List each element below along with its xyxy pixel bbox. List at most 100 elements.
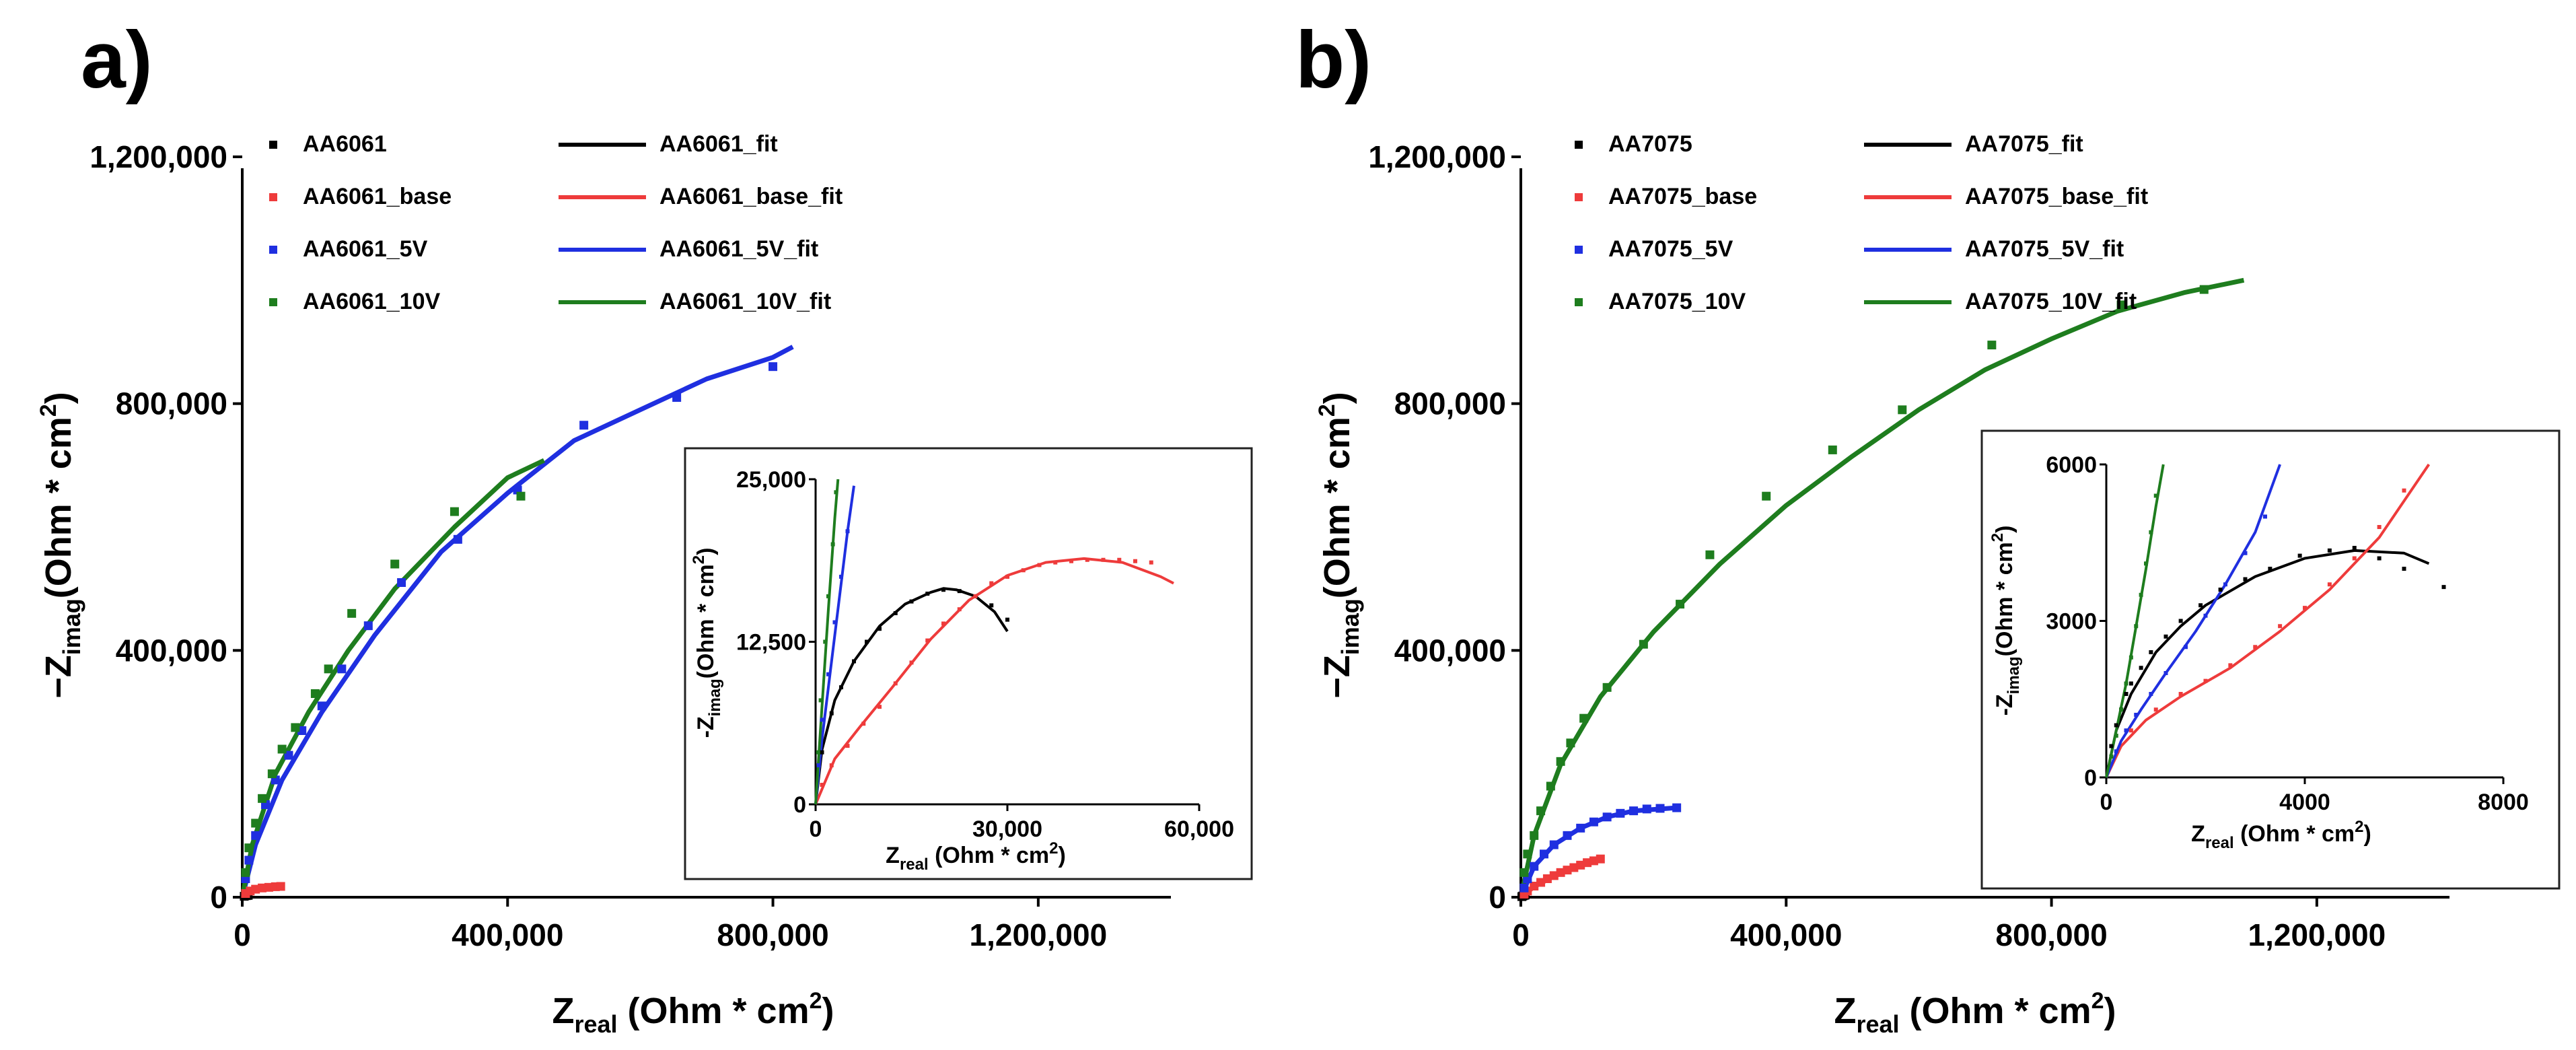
panel-a-inset-point-aa6061-base <box>1037 563 1042 567</box>
panel-a-inset-point-aa6061-5v <box>820 718 824 722</box>
panel-b-point-aa7075-5v <box>1642 804 1651 814</box>
panel-a-inset-point-aa6061-base <box>878 705 882 709</box>
panel-a-legend-marker-aa6061 <box>269 141 277 149</box>
panel-b-inset-point-aa7075-5v <box>2124 728 2128 733</box>
panel-a-point-aa6061-10v <box>324 664 333 674</box>
panel-a-inset-point-aa6061 <box>925 592 930 596</box>
panel-b-inset-point-aa7075-10v <box>2114 734 2118 738</box>
panel-a-point-aa6061-5v <box>244 855 254 865</box>
panel-a-inset-point-aa6061-10v <box>816 750 820 755</box>
panel-b-y-title-main: −Z <box>1317 655 1357 699</box>
panel-b-point-aa7075-base <box>1596 854 1605 864</box>
panel-b-inset-point-aa7075 <box>2149 650 2153 654</box>
panel-b-point-aa7075-5v <box>1540 849 1548 859</box>
panel-a-point-aa6061-10v <box>251 818 260 828</box>
panel-b-point-aa7075-5v <box>1589 817 1598 827</box>
panel-a-inset-point-aa6061-10v <box>834 490 838 495</box>
panel-b-inset-x-title: Zreal (Ohm * cm2) <box>2191 818 2371 852</box>
panel-a-point-aa6061-10v <box>390 559 400 569</box>
panel-b-x-tick-label: 800,000 <box>1995 917 2107 952</box>
panel-a-point-aa6061-5v <box>768 362 778 372</box>
panel-a-inset-point-aa6061-5v <box>839 574 843 579</box>
panel-b-legend-marker-aa7075-5v <box>1575 246 1583 254</box>
panel-a-inset-point-aa6061 <box>878 627 882 631</box>
panel-a-inset-point-aa6061-base <box>1133 559 1137 563</box>
panel-b-point-aa7075-10v <box>1519 868 1529 877</box>
panel-b-point-aa7075-5v <box>1655 804 1665 813</box>
panel-b-inset-point-aa7075-5v <box>2114 749 2118 754</box>
panel-a-point-aa6061-5v <box>672 393 682 402</box>
panel-b-inset-point-aa7075 <box>2268 567 2273 571</box>
panel-b-fit-line-aa7075-10v <box>1518 277 2245 898</box>
panel-b-point-aa7075-5v <box>1549 840 1559 849</box>
panel-a-inset: 0 30,000 60,000 0 12,500 25,000 Zreal (Ohm * … <box>684 447 1253 880</box>
panel-b-x-title-main: Z <box>1834 991 1856 1031</box>
panel-a-legend-label-aa6061-5v: AA6061_5V <box>303 236 428 262</box>
panel-b-inset-point-aa7075 <box>2352 546 2357 550</box>
panel-a-inset-point-aa6061 <box>941 588 945 592</box>
panel-b-inset-point-aa7075 <box>2124 692 2128 696</box>
panel-a-inset-x-tick-label: 0 <box>810 816 822 842</box>
panel-a-y-tick-label: 1,200,000 <box>90 139 227 174</box>
panel-b-inset-point-aa7075-10v <box>2149 530 2153 534</box>
panel-a-inset-point-aa6061-5v <box>826 672 830 676</box>
panel-a-point-aa6061-5v <box>363 621 373 631</box>
panel-a-inset-fit-line-aa6061-base <box>814 557 1174 805</box>
panel-a-inset-point-aa6061-base <box>820 783 824 788</box>
panel-b-point-aa7075-base <box>1569 863 1579 872</box>
panel-a-y-title-rest: (Ohm * cm <box>38 417 79 598</box>
panel-b-legend-fit-label-aa7075-10v: AA7075_10V_fit <box>1965 289 2137 314</box>
panel-a-inset-point-aa6061-base <box>1021 568 1026 573</box>
panel-a-point-aa6061-5v <box>297 726 307 735</box>
panel-b-inset-point-aa7075-5v <box>2223 582 2227 587</box>
panel-b-inset-point-aa7075-base <box>2327 582 2332 587</box>
panel-a-point-aa6061-10v <box>450 507 459 516</box>
panel-b-inset-y-tick-label: 0 <box>2084 765 2097 791</box>
panel-b-point-aa7075-base <box>1556 868 1565 877</box>
panel-a-x-tick-label: 1,200,000 <box>970 917 1108 952</box>
panel-b-point-aa7075-base <box>1536 878 1546 887</box>
panel-a-inset-point-aa6061-base <box>1149 560 1153 565</box>
panel-b-inset-point-aa7075-base <box>2178 692 2183 696</box>
panel-b-point-aa7075-base <box>1583 858 1592 868</box>
panel-b-y-tick-label: 0 <box>1489 880 1506 915</box>
panel-b-inset-y-tick-label: 6000 <box>2046 452 2097 478</box>
panel-b-x-tick-label: 400,000 <box>1730 917 1842 952</box>
panel-a-inset-point-aa6061-5v <box>832 620 837 625</box>
panel-b-inset-point-aa7075 <box>2327 548 2332 553</box>
panel-b-inset-point-aa7075-10v <box>2139 592 2143 597</box>
panel-b-inset-x-tick-label: 0 <box>2100 790 2113 815</box>
panel-b-inset-point-aa7075 <box>2178 619 2183 623</box>
panel-b-inset-point-aa7075-10v <box>2134 624 2139 629</box>
panel-b-x-title-sub: real <box>1856 1010 1899 1038</box>
panel-a-y-tick-label: 400,000 <box>116 633 227 668</box>
panel-b-point-aa7075-10v <box>1602 682 1612 692</box>
panel-b-y-tick-label: 400,000 <box>1394 633 1506 668</box>
panel-b-point-aa7075-base <box>1549 871 1559 880</box>
panel-b-legend-label-aa7075: AA7075 <box>1608 131 1692 157</box>
panel-a-inset-point-aa6061 <box>957 589 962 594</box>
panel-a-point-aa6061-5v <box>337 664 347 674</box>
panel-b-inset-point-aa7075 <box>2402 567 2406 571</box>
panel-a-inset-point-aa6061-base <box>973 594 978 598</box>
panel-a-inset-x-title: Zreal (Ohm * cm2) <box>886 839 1066 874</box>
panel-b-point-aa7075-5v <box>1563 831 1572 840</box>
panel-b-point-aa7075-5v <box>1530 862 1539 871</box>
panel-a-inset-fit-line-aa6061-10v <box>814 479 840 805</box>
panel-a-inset-point-aa6061 <box>1005 617 1009 622</box>
panel-b-label: b) <box>1295 15 1371 105</box>
panel-a-y-tick-label: 800,000 <box>116 386 227 421</box>
panel-a-inset-point-aa6061 <box>829 711 834 715</box>
panel-b-inset-point-aa7075-base <box>2253 645 2258 650</box>
panel-b-inset-frame <box>1980 429 2561 890</box>
panel-a-inset-point-aa6061 <box>820 750 824 755</box>
panel-a-inset-point-aa6061-10v <box>830 542 835 547</box>
panel-b-inset-point-aa7075 <box>2128 681 2133 686</box>
panel-b-x-tick-label: 1,200,000 <box>2248 917 2386 952</box>
panel-b-inset-point-aa7075 <box>2218 588 2223 592</box>
panel-a-point-aa6061-10v <box>291 723 300 732</box>
panel-b-legend-label-aa7075-10v: AA7075_10V <box>1608 289 1746 314</box>
panel-b-y-tick-label: 1,200,000 <box>1368 139 1506 174</box>
panel-b-inset-point-aa7075-base <box>2303 606 2307 610</box>
